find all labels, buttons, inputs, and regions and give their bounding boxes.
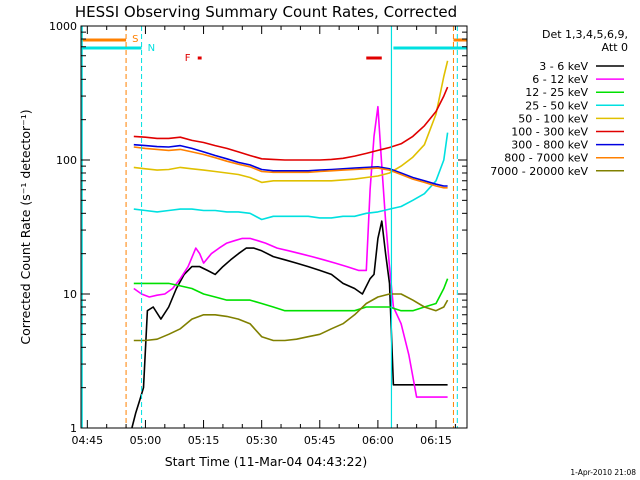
legend-label-3-6-kev: 3 - 6 keV [539,60,588,73]
series-line-100-300-kev [133,86,449,161]
legend-header-line2: Att 0 [602,41,628,54]
legend-label-7000-20000-kev: 7000 - 20000 keV [490,165,588,178]
axis-layer: 04:45 05:00 05:15 05:30 05:45 06:00 06:15 1 10 10… [49,20,467,447]
saa-flag-label: S [132,34,138,45]
y-tick-label: 100 [56,154,77,167]
legend-label-6-12-kev: 6 - 12 keV [532,73,588,86]
plot-frame [80,25,468,429]
x-tick-label: 05:30 [246,434,278,447]
series-line-6-12-kev [133,105,448,398]
x-tick-label: 05:45 [304,434,336,447]
chart-title: HESSI Observing Summary Count Rates, Cor… [75,3,457,21]
series-line-7000-20000-kev [133,293,449,342]
series-line-800-7000-kev [133,146,448,189]
timestamp: 1-Apr-2010 21:08 [570,468,636,477]
x-tick-label: 05:15 [188,434,220,447]
series-line-3-6-kev [131,220,448,429]
legend-label-12-25-kev: 12 - 25 keV [525,86,588,99]
legend-label-25-50-kev: 25 - 50 keV [525,99,588,112]
legend-label-50-100-kev: 50 - 100 keV [518,112,588,125]
legend-label-100-300-kev: 100 - 300 keV [511,126,588,139]
series-line-300-800-kev [133,143,448,187]
flag-layer: SN F [81,26,467,428]
x-tick-label: 06:15 [420,434,452,447]
y-tick-label: 10 [63,288,77,301]
y-tick-label: 1 [70,422,77,435]
x-axis-label: Start Time (11-Mar-04 04:43:22) [165,454,368,469]
legend-label-300-800-kev: 300 - 800 keV [511,139,588,152]
x-tick-label: 06:00 [362,434,394,447]
flare-flag-label: F [185,53,191,64]
y-tick-label: 1000 [49,20,77,33]
y-axis-label: Corrected Count Rate (s⁻¹ detector⁻¹) [18,109,33,344]
series-line-50-100-kev [133,60,449,184]
legend-header-line1: Det 1,3,4,5,6,9, [542,28,628,41]
legend-label-800-7000-kev: 800 - 7000 keV [504,152,588,165]
x-tick-label: 04:45 [71,434,103,447]
x-tick-label: 05:00 [130,434,162,447]
series-layer [131,60,449,429]
night-flag-label: N [148,43,155,54]
series-line-25-50-kev [133,132,449,221]
series-line-12-25-kev [133,278,449,312]
